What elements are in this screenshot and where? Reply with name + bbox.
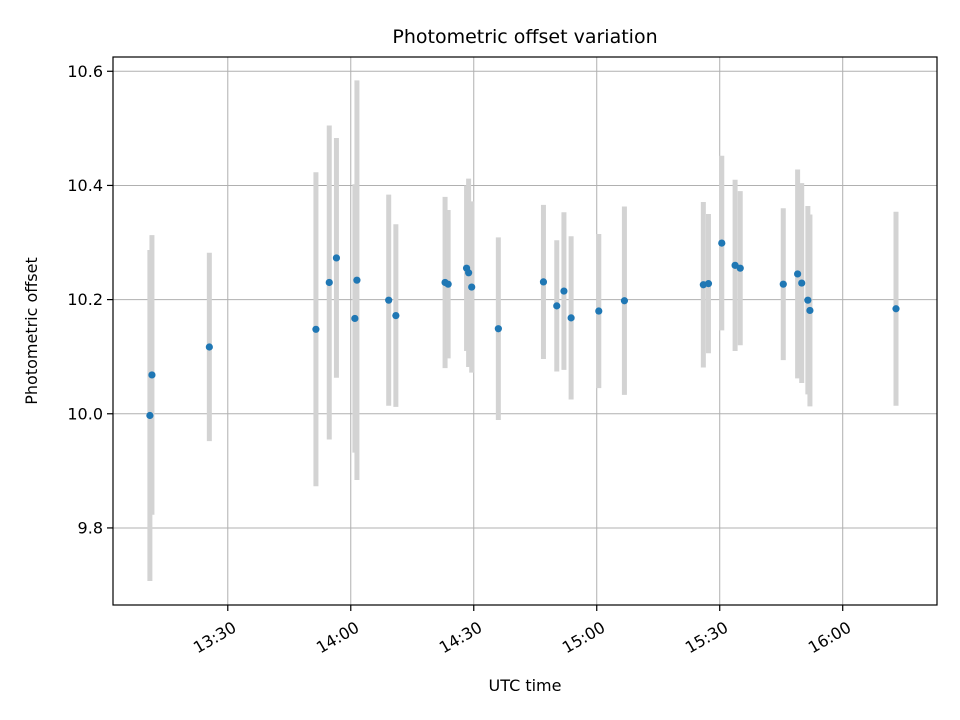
data-point (779, 280, 787, 288)
data-point (595, 307, 603, 315)
data-point (736, 264, 744, 272)
data-point (385, 296, 393, 304)
data-point (465, 269, 473, 277)
plot-frame (112, 56, 938, 606)
data-points (146, 239, 900, 420)
data-point (325, 278, 333, 287)
data-point (494, 325, 502, 333)
y-axis-ticks: 9.8 10.0 10.2 10.4 10.6 (67, 62, 113, 538)
data-point (806, 306, 814, 315)
data-point (704, 280, 713, 288)
y-tick-label: 9.8 (78, 519, 103, 538)
data-point (146, 411, 154, 420)
data-point (205, 343, 213, 351)
data-point (567, 314, 575, 322)
data-point (620, 297, 629, 305)
data-point (892, 305, 900, 313)
y-tick-label: 10.4 (67, 176, 103, 195)
data-point (332, 254, 341, 262)
data-point (351, 314, 359, 323)
data-point (312, 325, 320, 333)
data-point (553, 302, 561, 310)
data-point (148, 371, 156, 379)
data-point (468, 283, 476, 291)
chart-title: Photometric offset variation (392, 26, 657, 48)
data-point (794, 270, 802, 278)
data-point (392, 311, 400, 320)
y-tick-label: 10.0 (67, 404, 103, 423)
y-tick-label: 10.2 (67, 290, 103, 309)
y-tick-label: 10.6 (67, 62, 103, 81)
data-point (798, 279, 806, 287)
data-point (560, 287, 568, 295)
x-axis-title: UTC time (489, 676, 562, 695)
y-axis-title: Photometric offset (22, 257, 41, 405)
data-point (444, 280, 452, 288)
data-point (539, 278, 548, 286)
data-point (353, 276, 361, 284)
data-point (718, 239, 726, 247)
data-point (804, 296, 812, 304)
